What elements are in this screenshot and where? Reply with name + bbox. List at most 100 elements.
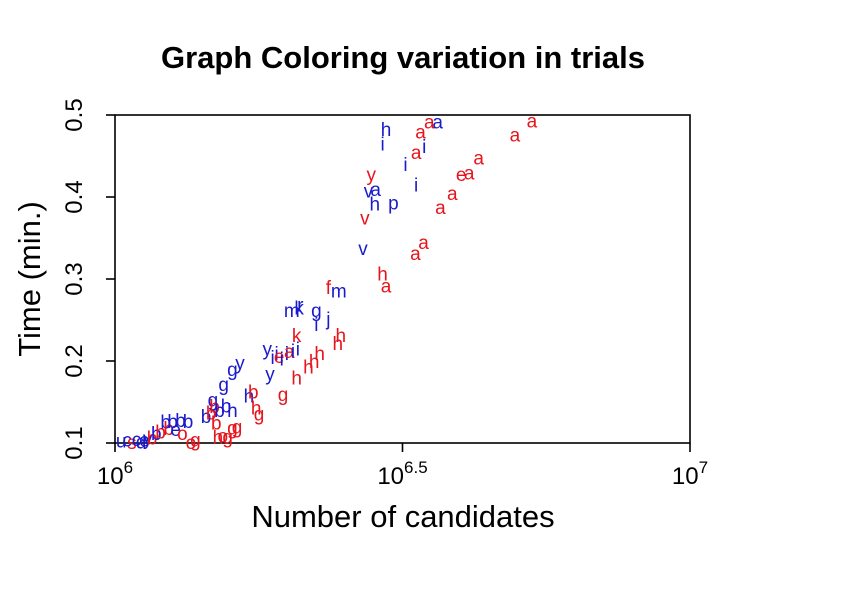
data-point: y — [265, 364, 275, 385]
data-point: b — [183, 412, 194, 433]
data-point: b — [175, 411, 186, 432]
data-point: i — [314, 315, 318, 336]
data-point: o — [177, 424, 188, 445]
data-point: p — [388, 194, 399, 215]
data-point: b — [147, 428, 158, 449]
data-point: a — [464, 163, 475, 184]
data-point: b — [151, 424, 162, 445]
data-point: g — [227, 418, 238, 439]
data-point: i — [422, 137, 426, 158]
x-tick-label: 106.5 — [377, 458, 427, 490]
x-tick-exponent: 7 — [699, 458, 708, 477]
data-point: i — [291, 341, 295, 362]
data-point: h — [309, 352, 320, 373]
data-point: a — [447, 184, 458, 205]
data-point: h — [291, 368, 302, 389]
data-point: a — [435, 198, 446, 219]
data-point: v — [358, 239, 368, 260]
y-tick-label: 0.3 — [61, 262, 88, 295]
data-point: a — [411, 143, 422, 164]
data-point: m — [331, 281, 347, 302]
data-point: i — [414, 176, 418, 197]
data-point: a — [510, 126, 521, 147]
y-tick-label: 0.1 — [61, 426, 88, 459]
x-tick-base: 10 — [672, 463, 699, 490]
data-point: j — [325, 309, 330, 330]
data-point: y — [263, 340, 273, 361]
data-point: g — [218, 375, 229, 396]
data-point: c — [132, 430, 142, 451]
y-tick-label: 0.4 — [61, 180, 88, 213]
data-point: o — [186, 433, 197, 454]
data-point: y — [143, 429, 153, 450]
x-tick-label: 107 — [672, 458, 708, 490]
chart-title: Graph Coloring variation in trials — [161, 40, 645, 75]
data-point: v — [360, 209, 370, 230]
data-point: b — [167, 412, 178, 433]
data-point: i — [380, 135, 384, 156]
data-point: b — [209, 397, 220, 418]
data-point: k — [294, 299, 304, 320]
data-point: o — [218, 427, 229, 448]
data-point: b — [211, 414, 222, 435]
data-point: g — [222, 427, 233, 448]
data-point: i — [274, 344, 278, 365]
data-point: v — [364, 181, 374, 202]
data-point: b — [221, 396, 232, 417]
data-point: i — [296, 340, 300, 361]
data-point: b — [206, 404, 217, 425]
data-point: k — [292, 326, 302, 347]
data-point: a — [370, 180, 381, 201]
x-axis: 106 106.5 107 — [97, 443, 708, 490]
data-point: b — [201, 407, 212, 428]
data-point: h — [244, 386, 255, 407]
data-point: e — [274, 347, 285, 368]
data-point: g — [232, 418, 243, 439]
data-point: g — [311, 301, 322, 322]
data-point: h — [369, 195, 380, 216]
data-point: e — [170, 420, 181, 441]
data-point: r — [297, 295, 304, 316]
data-point: e — [456, 165, 467, 186]
y-axis: 0.1 0.2 0.3 0.4 0.5 — [61, 98, 115, 460]
data-point: h — [251, 399, 262, 420]
data-point: b — [160, 413, 171, 434]
data-point: h — [377, 264, 388, 285]
data-points: ucscdeybbbbbbebobogbbgbbhbogbghgggyhbhgy… — [116, 112, 538, 454]
data-point: a — [424, 113, 435, 134]
data-point: h — [227, 401, 238, 422]
data-point: a — [432, 113, 443, 134]
data-point: h — [332, 334, 343, 355]
data-point: b — [214, 401, 225, 422]
data-point: a — [418, 233, 429, 254]
data-point: h — [303, 358, 314, 379]
data-point: f — [326, 278, 332, 299]
data-point: h — [381, 120, 392, 141]
data-point: e — [139, 431, 150, 452]
data-point: b — [155, 423, 166, 444]
y-tick-label: 0.2 — [61, 344, 88, 377]
x-axis-label: Number of candidates — [251, 499, 554, 534]
y-tick-label: 0.5 — [61, 98, 88, 131]
data-point: h — [336, 326, 347, 347]
data-point: b — [248, 382, 259, 403]
data-point: d — [136, 432, 147, 453]
x-tick-exponent: 6.5 — [404, 458, 428, 477]
data-point: a — [415, 122, 426, 143]
data-point: a — [527, 112, 538, 133]
data-point: b — [163, 419, 174, 440]
data-point: g — [190, 431, 201, 452]
data-point: c — [122, 431, 132, 452]
data-point: u — [116, 432, 127, 453]
data-point: i — [271, 348, 275, 369]
data-point: g — [227, 360, 238, 381]
data-point: a — [381, 277, 392, 298]
data-point: y — [366, 165, 376, 186]
data-point: g — [254, 404, 265, 425]
y-axis-label: Time (min.) — [12, 201, 47, 357]
data-point: h — [213, 427, 224, 448]
x-tick-base: 10 — [97, 463, 124, 490]
data-point: i — [285, 344, 289, 365]
x-tick-exponent: 6 — [124, 458, 133, 477]
